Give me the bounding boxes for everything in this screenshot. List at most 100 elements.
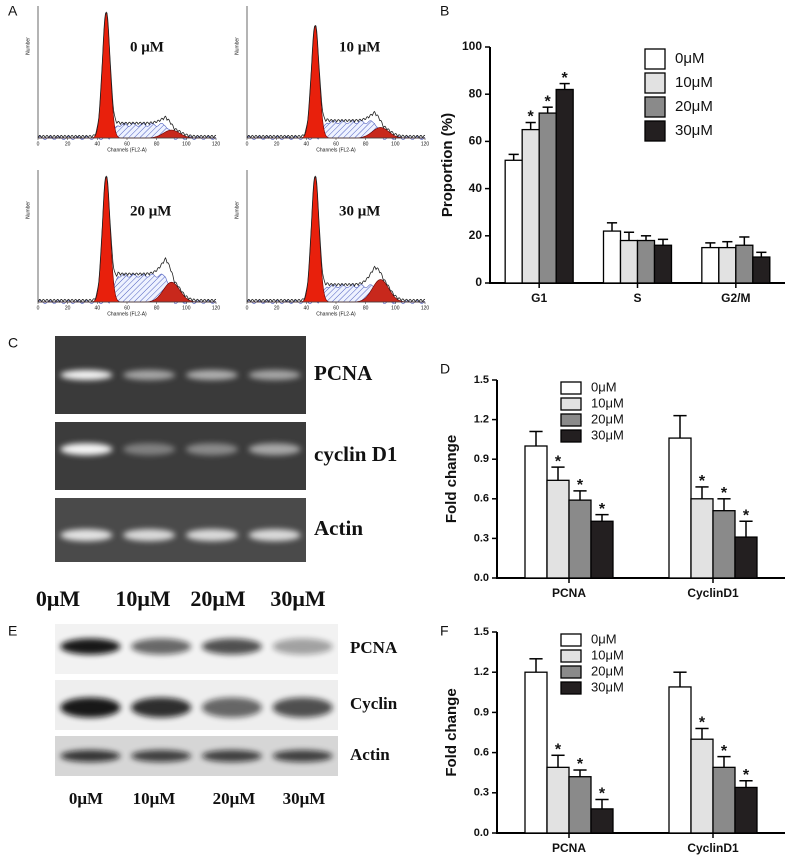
bar (546, 479, 570, 579)
y-axis-label: Number (25, 37, 31, 55)
x-tick-label: CyclinD1 (687, 841, 739, 855)
y-tick-label: 0.0 (474, 827, 489, 839)
blot-band (248, 443, 301, 456)
bar (590, 520, 614, 579)
blot-band (60, 638, 121, 655)
y-tick-label: 60 (469, 134, 483, 148)
x-tick-label: 80 (363, 305, 369, 311)
hist-outline (246, 175, 426, 303)
blot-band (272, 638, 333, 655)
x-tick-label: 80 (154, 141, 160, 147)
bar (538, 112, 557, 284)
bar (735, 244, 754, 284)
lane-label: 0μM (36, 586, 80, 611)
significance: * (743, 507, 750, 524)
y-tick-label: 0.6 (474, 747, 489, 759)
y-tick-label: 100 (462, 39, 482, 53)
x-tick-label: 100 (391, 305, 400, 311)
y-tick-label: 1.5 (474, 626, 489, 638)
legend-swatch (560, 665, 582, 679)
panel-label: C (8, 335, 18, 351)
legend-label: 30μM (675, 122, 713, 139)
blot-band (272, 697, 333, 718)
concentration-label: 10 μM (339, 39, 380, 55)
blot-band (123, 443, 176, 456)
legend-swatch (644, 48, 666, 70)
x-tick-label: 0 (37, 305, 40, 311)
bar (752, 256, 771, 284)
bar (504, 159, 523, 284)
bar (555, 88, 574, 284)
y-axis-label: Number (25, 201, 31, 219)
legend-label: 30μM (591, 679, 624, 694)
y-tick-label: 80 (469, 86, 483, 100)
legend-label: 10μM (591, 647, 624, 662)
x-tick-label: 80 (363, 141, 369, 147)
blot-band (60, 697, 121, 718)
blot-band (60, 443, 113, 456)
y-tick-label: 1.5 (474, 374, 489, 386)
blot-row-label: Actin (350, 745, 390, 764)
lane-label: 20μM (190, 586, 245, 611)
x-tick-label: 40 (304, 305, 310, 311)
x-tick-label: PCNA (552, 841, 586, 855)
bar (668, 437, 692, 579)
legend-swatch (560, 381, 582, 395)
bar (712, 766, 736, 834)
x-tick-label: 80 (154, 305, 160, 311)
x-tick-label: 120 (421, 141, 430, 147)
significance: * (555, 453, 562, 470)
blot-band (60, 750, 121, 762)
bar (668, 686, 692, 834)
x-tick-label: 120 (212, 141, 221, 147)
blot-band (185, 529, 238, 542)
significance: * (577, 477, 584, 494)
hist-axes (37, 6, 216, 139)
bar (568, 776, 592, 834)
x-axis-label: Channels (FL2-A) (107, 311, 147, 317)
significance: * (545, 93, 552, 110)
panel-label: A (8, 3, 18, 19)
significance: * (721, 743, 728, 760)
legend-swatch (560, 633, 582, 647)
blot-band (60, 370, 113, 380)
significance: * (577, 756, 584, 773)
blot-band (123, 370, 176, 380)
bar (568, 499, 592, 579)
y-axis-label: Number (234, 201, 240, 219)
bar (590, 808, 614, 834)
x-tick-label: S (633, 291, 641, 305)
y-axis-label: Number (234, 37, 240, 55)
x-tick-label: 0 (246, 305, 249, 311)
blot-row-label: Cyclin (350, 694, 398, 713)
hist-g1-peak (247, 175, 425, 303)
y-tick-label: 0.6 (474, 493, 489, 505)
x-tick-label: 100 (182, 305, 191, 311)
panel-label: D (440, 361, 450, 377)
y-tick-label: 20 (469, 228, 483, 242)
blot-band (201, 697, 262, 718)
blot-band (248, 529, 301, 542)
x-tick-label: G1 (531, 291, 547, 305)
bar (521, 128, 540, 284)
significance: * (721, 485, 728, 502)
concentration-label: 0 μM (130, 39, 164, 55)
x-tick-label: 20 (65, 141, 71, 147)
x-tick-label: CyclinD1 (687, 586, 739, 600)
blot-band (201, 638, 262, 655)
x-tick-label: 120 (421, 305, 430, 311)
x-tick-label: G2/M (721, 291, 750, 305)
blot-row-label: cyclin D1 (314, 442, 397, 466)
hist-outline (37, 11, 217, 139)
blot-row-label: Actin (314, 516, 363, 540)
bar (701, 246, 720, 284)
bar (734, 786, 758, 834)
x-tick-label: 20 (274, 141, 280, 147)
legend-swatch (560, 397, 582, 411)
y-tick-label: 0.9 (474, 453, 489, 465)
x-tick-label: 20 (65, 305, 71, 311)
significance: * (699, 715, 706, 732)
x-axis-label: Channels (FL2-A) (107, 147, 147, 153)
bar (546, 766, 570, 834)
x-tick-label: 60 (124, 141, 130, 147)
